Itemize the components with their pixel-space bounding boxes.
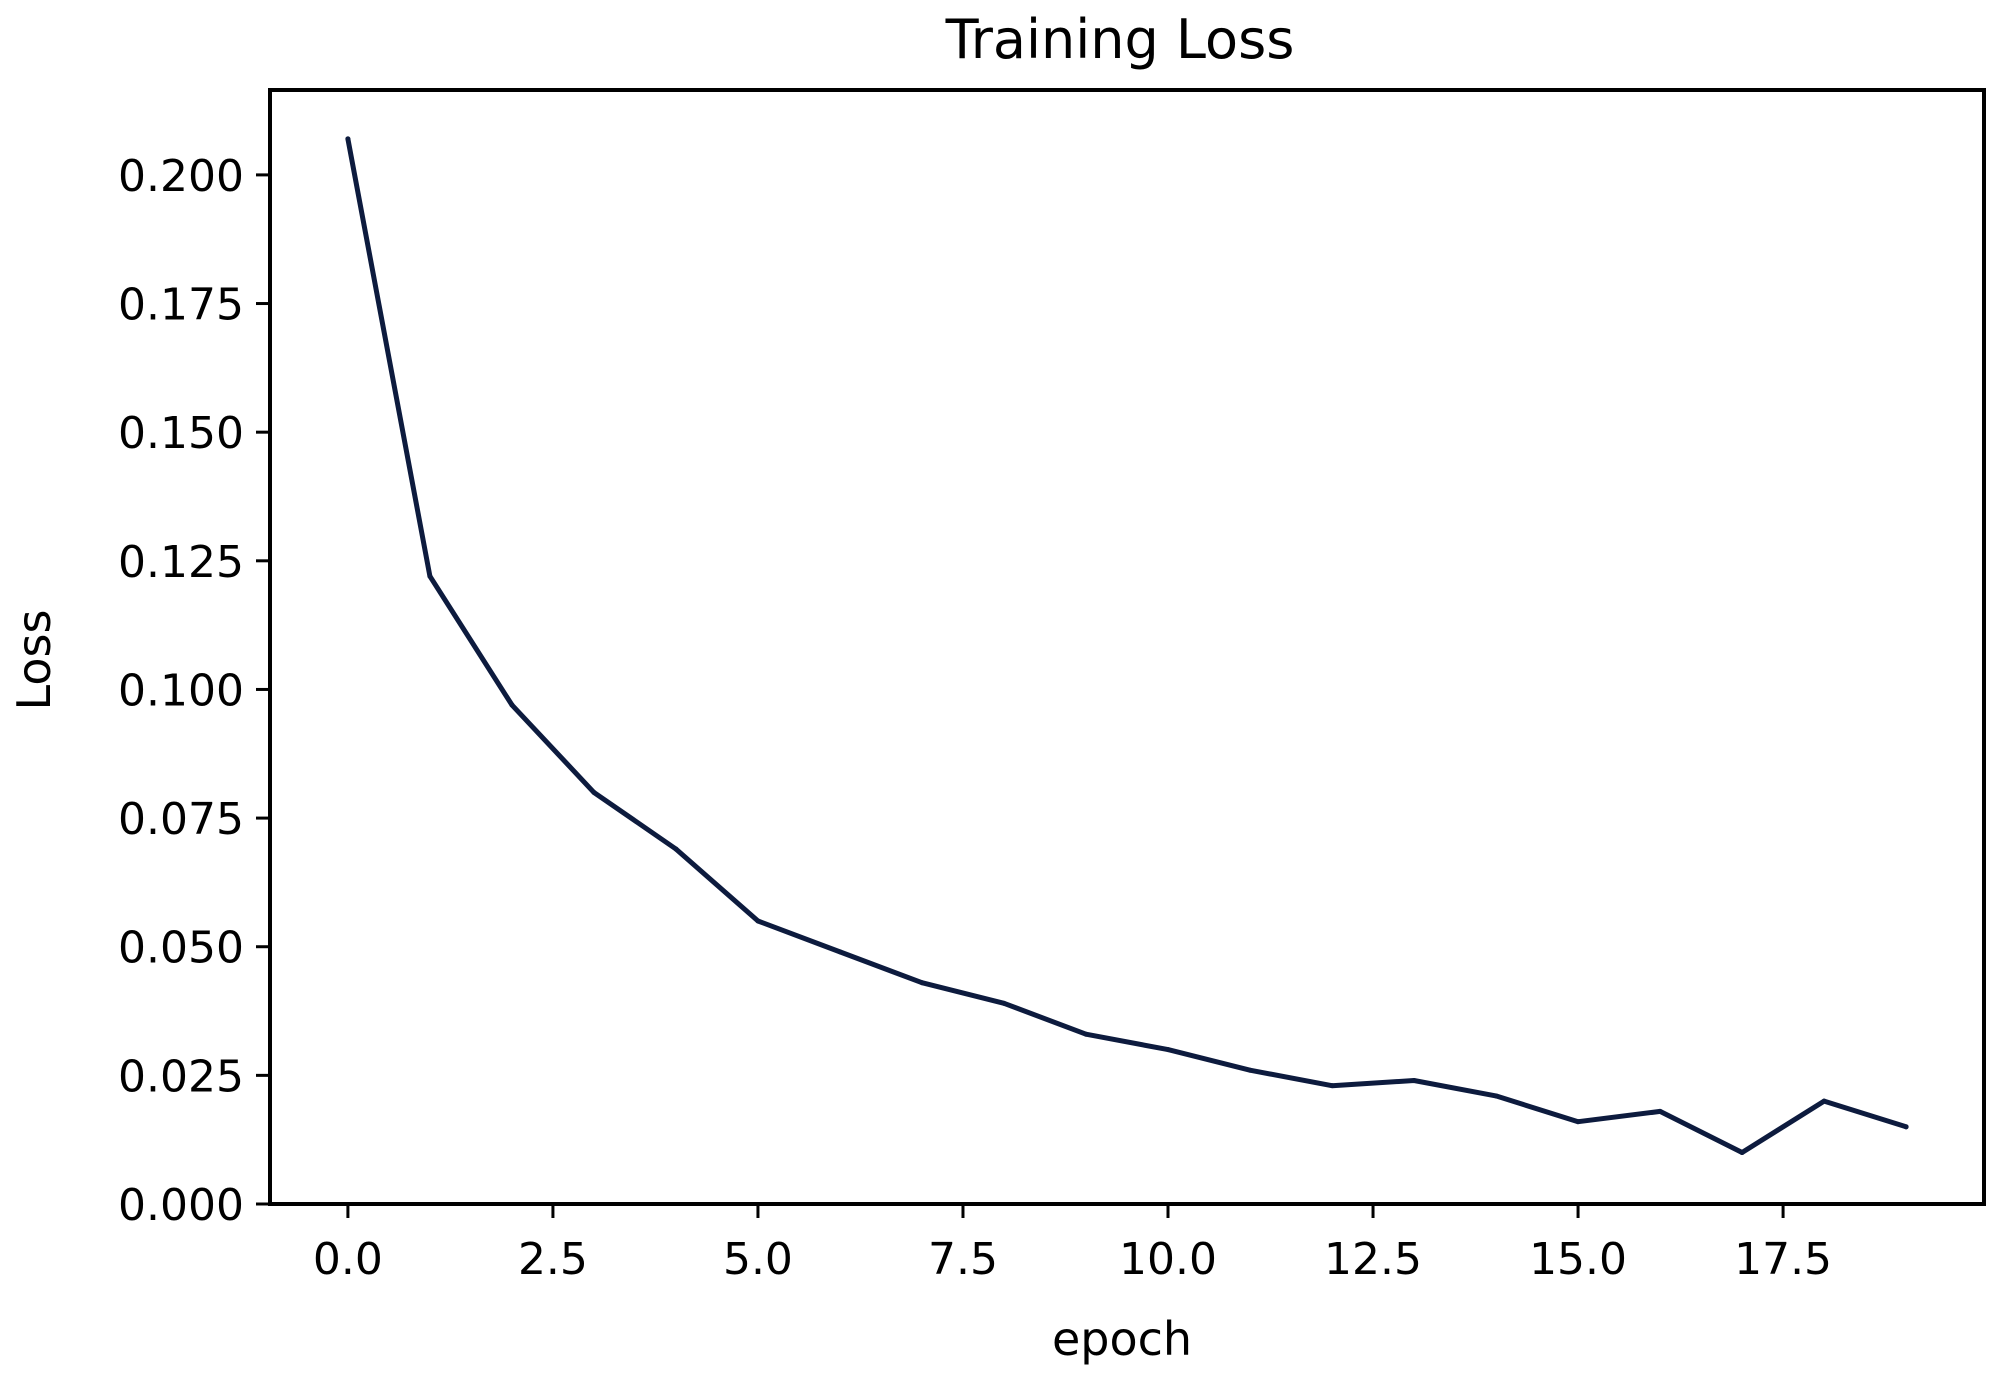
loss-data-point [1001, 1000, 1007, 1006]
loss-data-point [1411, 1078, 1417, 1084]
loss-data-point [1903, 1124, 1909, 1130]
y-tick-label: 0.075 [118, 794, 244, 845]
y-tick-label: 0.125 [118, 537, 244, 588]
loss-data-point [1247, 1067, 1253, 1073]
y-tick-label: 0.100 [118, 665, 244, 716]
loss-data-point [1821, 1098, 1827, 1104]
series-layer [345, 136, 1909, 1156]
loss-data-point [591, 789, 597, 795]
x-tick-label: 0.0 [313, 1234, 383, 1285]
x-tick-label: 12.5 [1324, 1234, 1422, 1285]
y-tick-label: 0.150 [118, 408, 244, 459]
y-tick-label: 0.025 [118, 1051, 244, 1102]
loss-data-point [427, 573, 433, 579]
chart-title: Training Loss [945, 8, 1295, 71]
loss-data-point [1083, 1031, 1089, 1037]
loss-data-point [345, 136, 351, 142]
loss-data-point [1493, 1093, 1499, 1099]
x-tick-label: 5.0 [723, 1234, 793, 1285]
y-tick-label: 0.000 [118, 1180, 244, 1231]
y-tick-label: 0.200 [118, 151, 244, 202]
y-tick-label: 0.175 [118, 280, 244, 331]
loss-data-point [1657, 1108, 1663, 1114]
x-axis: 0.0 2.5 5.0 7.5 10.0 12.5 15.0 17.5 [313, 1204, 1832, 1285]
loss-data-point [1739, 1150, 1745, 1156]
loss-data-point [837, 949, 843, 955]
plot-area-frame [268, 88, 1986, 1206]
x-tick-label: 7.5 [928, 1234, 998, 1285]
loss-series-line [345, 136, 1909, 1155]
y-tick-label: 0.050 [118, 923, 244, 974]
loss-data-point [1329, 1083, 1335, 1089]
loss-data-point [673, 846, 679, 852]
loss-data-point [1165, 1047, 1171, 1053]
loss-data-point [755, 918, 761, 924]
x-tick-label: 15.0 [1529, 1234, 1627, 1285]
x-axis-label: epoch [1052, 1312, 1192, 1366]
loss-data-point [1575, 1119, 1581, 1125]
y-axis-label: Loss [7, 610, 61, 711]
loss-data-point [919, 980, 925, 986]
x-tick-label: 2.5 [518, 1234, 588, 1285]
y-axis: 0.000 0.025 0.050 0.075 0.100 0.125 0.150 0.175… [118, 151, 270, 1231]
x-tick-label: 17.5 [1734, 1234, 1832, 1285]
loss-data-point [509, 702, 515, 708]
x-tick-label: 10.0 [1119, 1234, 1217, 1285]
